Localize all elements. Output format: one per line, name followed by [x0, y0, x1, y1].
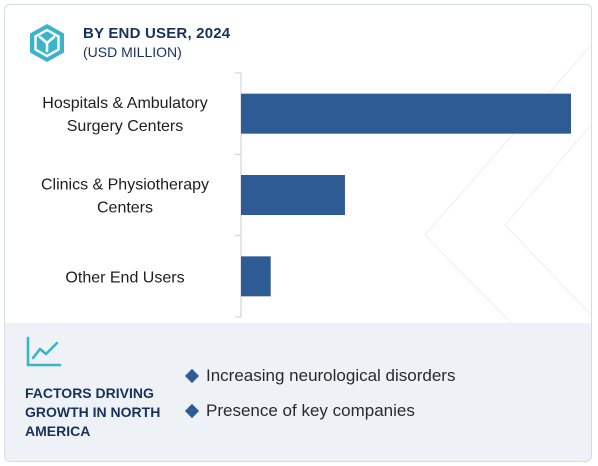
- diamond-bullet-icon: [184, 368, 200, 384]
- bar-chart: Hospitals & Ambulatory Surgery Centers Cli…: [41, 72, 571, 318]
- footer-title: FACTORS DRIVING GROWTH IN NORTH AMERICA: [25, 385, 161, 439]
- diamond-bullet-icon: [184, 403, 200, 419]
- bar: [241, 175, 345, 215]
- hexagon-logo-icon: [30, 24, 64, 62]
- chart-subtitle: (USD MILLION): [83, 44, 182, 60]
- category-label: Centers: [97, 200, 153, 217]
- chart-card: BY END USER, 2024 (USD MILLION) Hospital…: [4, 4, 592, 462]
- bar: [241, 93, 571, 134]
- factor-item: Presence of key companies: [184, 401, 415, 421]
- category-label: Other End Users: [65, 269, 184, 286]
- line-chart-icon: [26, 336, 62, 367]
- factor-label: Presence of key companies: [206, 401, 415, 420]
- category-label: Surgery Centers: [67, 118, 184, 135]
- bar: [241, 256, 271, 297]
- category-label: Clinics & Physiotherapy: [41, 177, 209, 194]
- category-label: Hospitals & Ambulatory: [42, 95, 207, 112]
- factor-label: Increasing neurological disorders: [206, 366, 456, 385]
- footer-panel: [5, 323, 591, 461]
- factor-item: Increasing neurological disorders: [184, 366, 456, 386]
- chart-title: BY END USER, 2024: [83, 25, 231, 42]
